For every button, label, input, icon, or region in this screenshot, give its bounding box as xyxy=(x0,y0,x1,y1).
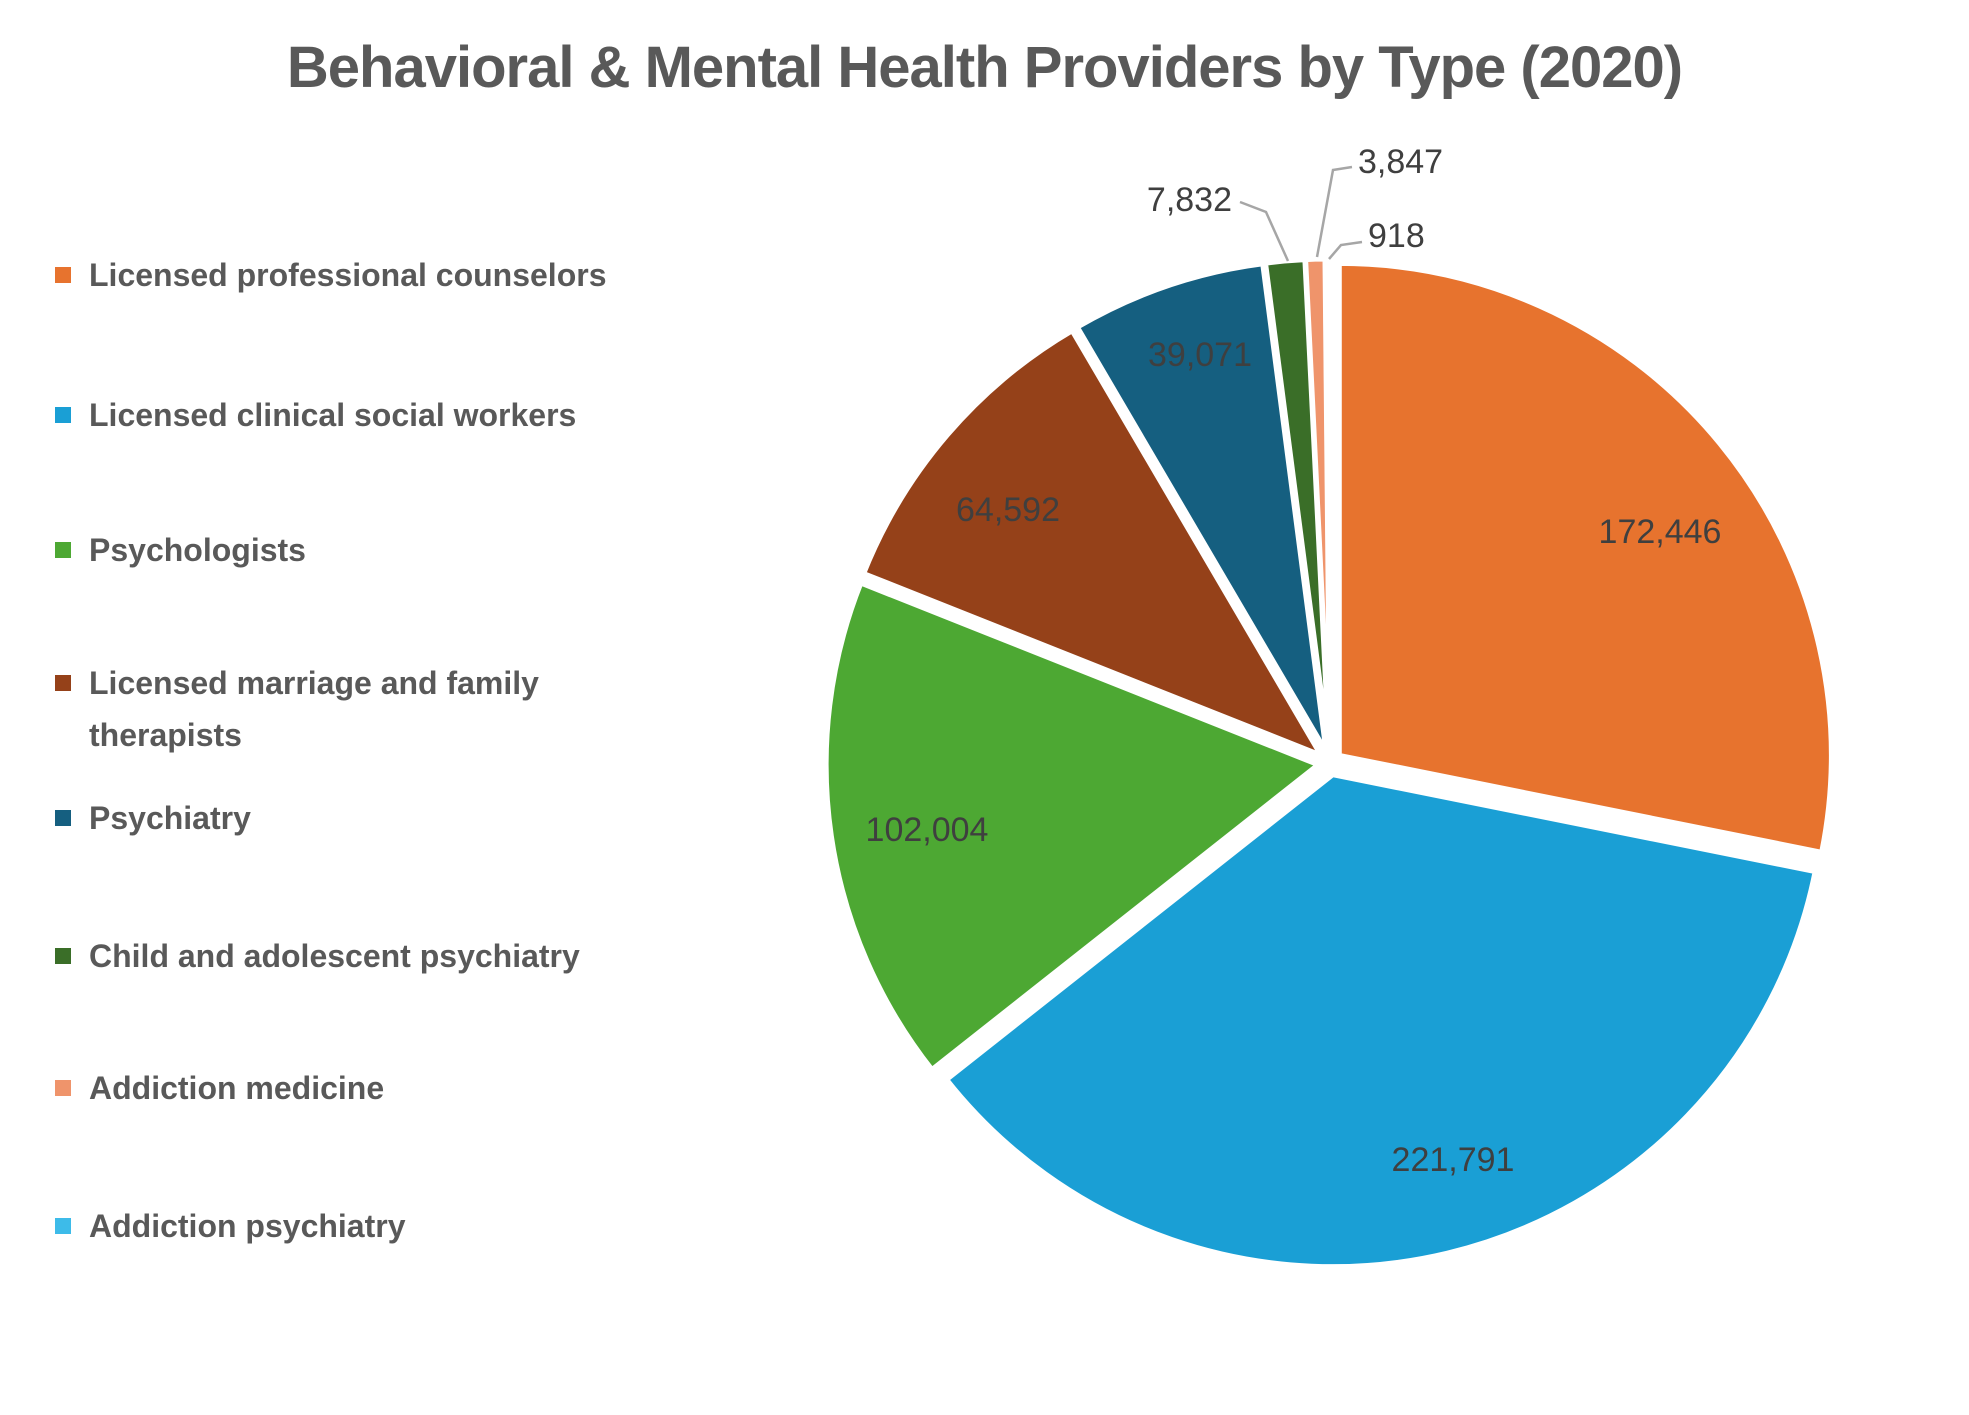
pie-slice-licensed-clinical-social-workers xyxy=(944,772,1818,1270)
pie-slice-psychologists xyxy=(823,580,1321,1073)
data-label-licensed-clinical-social-workers: 221,791 xyxy=(1392,1141,1515,1179)
pie-slice-licensed-professional-counselors xyxy=(1336,260,1834,855)
legend-swatch xyxy=(55,1080,71,1096)
legend-item-label: Child and adolescent psychiatry xyxy=(89,938,580,974)
legend-item-psychiatry: Psychiatry xyxy=(55,792,251,844)
legend-item-label: Licensed professional counselors xyxy=(89,257,607,293)
legend-item-label: Licensed marriage and family therapists xyxy=(89,665,539,753)
data-label-licensed-professional-counselors: 172,446 xyxy=(1599,513,1722,551)
legend-item-label: Addiction psychiatry xyxy=(89,1208,406,1244)
leader-line-child-and-adolescent-psychiatry xyxy=(1239,200,1290,262)
legend-swatch xyxy=(55,948,71,964)
legend-item-psychologists: Psychologists xyxy=(55,524,306,576)
legend-item-addiction-psychiatry: Addiction psychiatry xyxy=(55,1200,406,1252)
data-label-psychiatry: 39,071 xyxy=(1148,336,1252,374)
data-label-addiction-medicine: 3,847 xyxy=(1358,143,1443,181)
leader-line-addiction-medicine xyxy=(1315,165,1353,258)
legend-swatch xyxy=(55,1218,71,1234)
legend-item-licensed-marriage-and-family-therapists: Licensed marriage and family therapists xyxy=(55,657,614,761)
legend: Licensed professional counselors License… xyxy=(55,0,655,1415)
legend-item-licensed-clinical-social-workers: Licensed clinical social workers xyxy=(55,389,576,441)
data-label-addiction-psychiatry: 918 xyxy=(1368,217,1425,255)
legend-item-label: Licensed clinical social workers xyxy=(89,397,577,433)
legend-swatch xyxy=(55,542,71,558)
legend-swatch xyxy=(55,407,71,423)
data-label-licensed-marriage-and-family-therapists: 64,592 xyxy=(956,491,1060,529)
pie-slice-licensed-marriage-and-family-therapists xyxy=(861,328,1324,758)
legend-item-addiction-medicine: Addiction medicine xyxy=(55,1062,384,1114)
legend-swatch xyxy=(55,810,71,826)
legend-item-label: Psychologists xyxy=(89,532,306,568)
leader-line-addiction-psychiatry xyxy=(1328,240,1363,260)
legend-item-child-and-adolescent-psychiatry: Child and adolescent psychiatry xyxy=(55,930,580,982)
legend-item-label: Addiction medicine xyxy=(89,1070,385,1106)
data-label-psychologists: 102,004 xyxy=(866,811,989,849)
legend-item-label: Psychiatry xyxy=(89,800,251,836)
legend-item-licensed-professional-counselors: Licensed professional counselors xyxy=(55,249,606,301)
data-label-child-and-adolescent-psychiatry: 7,832 xyxy=(1147,181,1232,219)
legend-swatch xyxy=(55,675,71,691)
legend-swatch xyxy=(55,267,71,283)
pie-slice-psychiatry xyxy=(1074,261,1329,755)
chart-title: Behavioral & Mental Health Providers by … xyxy=(286,35,1683,100)
